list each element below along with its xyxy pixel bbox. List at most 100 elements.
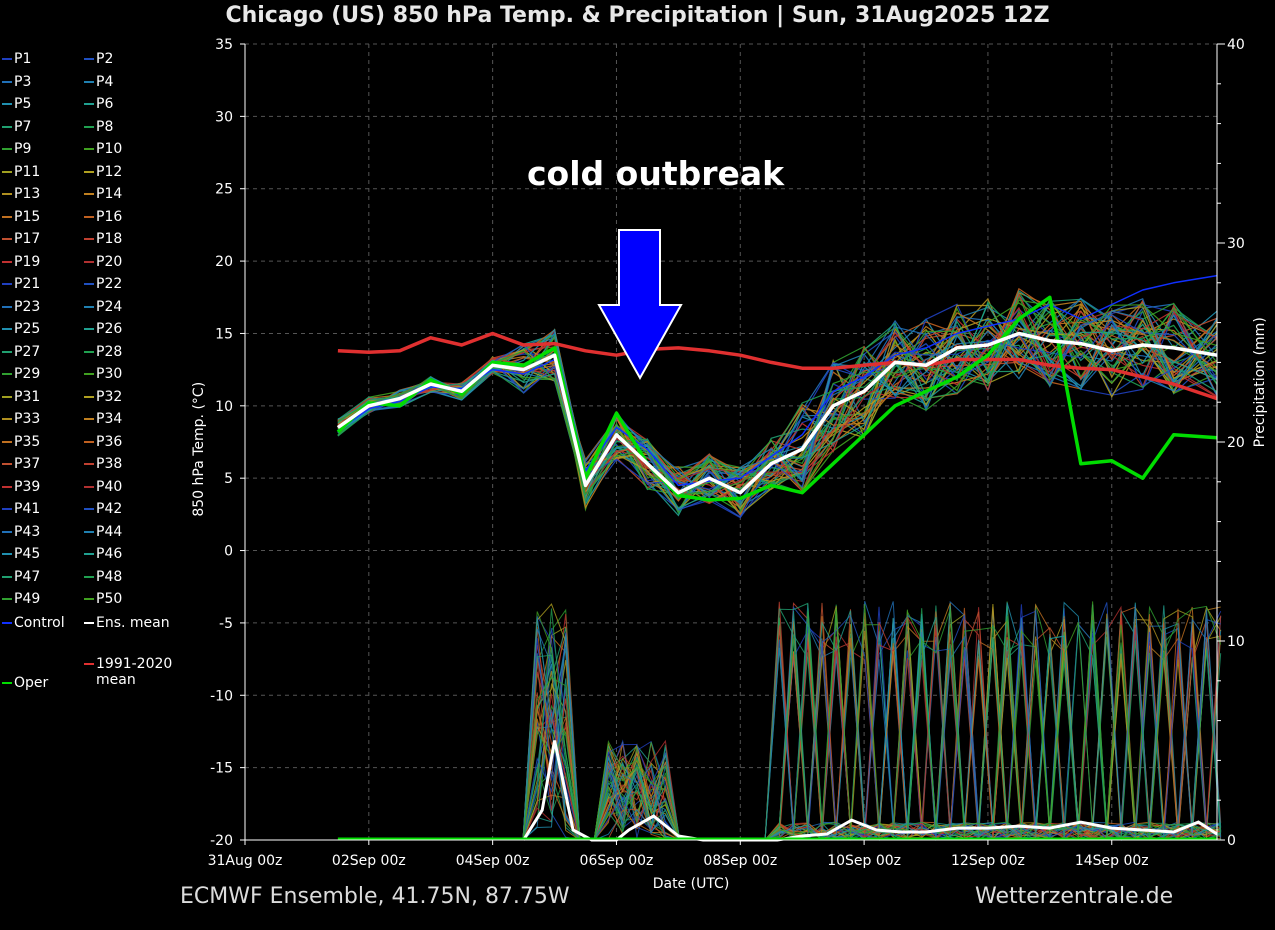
ens-mean-line <box>336 331 1218 495</box>
legend-swatch <box>84 373 94 375</box>
x-tick-label: 10Sep 00z <box>827 853 901 869</box>
y2-tick-label: 10 <box>1227 634 1245 650</box>
y-tick-label: 20 <box>215 254 233 270</box>
legend-swatch <box>84 193 94 195</box>
legend-swatch <box>2 328 12 330</box>
legend-label: P38 <box>96 456 123 472</box>
legend-label: P36 <box>96 433 123 450</box>
climatology-line <box>337 331 1218 401</box>
legend-label: P33 <box>14 411 41 427</box>
legend-swatch <box>84 170 94 173</box>
legend-label: P5 <box>14 96 32 112</box>
x-tick-label: 06Sep 00z <box>580 853 654 869</box>
y2-tick-label: 0 <box>1227 833 1236 849</box>
legend-swatch <box>2 575 12 578</box>
legend-item-p43: P43 <box>2 524 40 540</box>
legend-label: P41 <box>14 501 41 517</box>
legend-item-p13: P13 <box>2 186 40 202</box>
legend-label: P46 <box>96 546 123 562</box>
legend-label: P44 <box>96 523 123 540</box>
legend-item-p24: P24 <box>84 299 122 315</box>
legend-swatch <box>2 463 12 465</box>
legend-label: P50 <box>96 591 123 607</box>
precip-member-line <box>337 602 1222 841</box>
precip-member-line <box>337 624 1222 841</box>
legend-swatch <box>84 575 94 578</box>
legend-climatology-line2: mean <box>96 672 136 688</box>
x-axis-label: Date (UTC) <box>653 876 730 892</box>
legend-item-p34: P34 <box>84 411 122 427</box>
legend-label: P6 <box>96 96 114 112</box>
legend-swatch <box>2 238 12 240</box>
legend-item-p14: P14 <box>84 186 122 202</box>
y-tick-label: -10 <box>210 688 233 704</box>
legend-item-p17: P17 <box>2 231 40 247</box>
chart-title: Chicago (US) 850 hPa Temp. & Precipitati… <box>225 3 1050 28</box>
legend-swatch <box>84 663 94 665</box>
legend-label: P47 <box>14 568 41 585</box>
legend-item-p4: P4 <box>84 74 113 90</box>
legend-swatch <box>2 125 12 128</box>
legend-item-p36: P36 <box>84 434 122 450</box>
legend-item-p21: P21 <box>2 276 40 292</box>
legend-item-p19: P19 <box>2 254 40 270</box>
legend-swatch <box>2 373 12 375</box>
legend-label: P49 <box>14 591 41 607</box>
x-tick-label: 08Sep 00z <box>703 853 777 869</box>
precip-member-line <box>337 601 1221 841</box>
y-tick-label: 35 <box>215 37 233 53</box>
precip-member-line <box>337 601 1221 841</box>
legend-item-p1: P1 <box>2 51 31 67</box>
legend-item-p10: P10 <box>84 141 122 157</box>
ensemble-members <box>337 287 1218 519</box>
legend-label: P25 <box>14 321 41 337</box>
legend-swatch <box>84 283 94 285</box>
precip-member-line <box>337 601 1221 841</box>
legend-label: P37 <box>14 456 41 472</box>
precip-member-line <box>337 602 1222 841</box>
legend-label: P17 <box>14 231 41 247</box>
legend-label: P32 <box>96 388 123 405</box>
legend-swatch <box>84 418 94 420</box>
legend-item-p11: P11 <box>2 164 40 180</box>
legend-label: P48 <box>96 568 123 585</box>
y2-tick-label: 40 <box>1227 37 1245 53</box>
legend-item-p44: P44 <box>84 524 122 540</box>
legend-label: P35 <box>14 433 41 450</box>
legend-item-p20: P20 <box>84 254 122 270</box>
legend-label: P39 <box>14 478 41 495</box>
legend-swatch <box>2 682 12 684</box>
legend-label: P22 <box>96 276 123 292</box>
legend-swatch <box>2 598 12 600</box>
legend-label: P1 <box>14 51 32 67</box>
legend-swatch <box>2 193 12 195</box>
legend-swatch <box>2 305 12 308</box>
legend-item-oper: Oper <box>2 675 48 691</box>
legend-item-p39: P39 <box>2 479 40 495</box>
legend-label: P18 <box>96 231 123 247</box>
legend-item-control: Control <box>2 615 65 631</box>
legend-item-p45: P45 <box>2 546 40 562</box>
legend-swatch <box>2 418 12 420</box>
legend-item-p27: P27 <box>2 344 40 360</box>
x-tick-label: 04Sep 00z <box>456 853 530 869</box>
legend-swatch <box>2 58 12 60</box>
precip-member-line <box>337 600 1222 841</box>
y-tick-label: 25 <box>215 182 233 198</box>
legend-item-p38: P38 <box>84 456 122 472</box>
legend-label: 1991-2020 <box>96 656 173 672</box>
y-tick-label: -15 <box>210 761 233 777</box>
x-tick-label: 14Sep 00z <box>1075 853 1149 869</box>
legend-item-p31: P31 <box>2 389 40 405</box>
legend-swatch <box>84 328 94 330</box>
legend-label: P27 <box>14 343 41 360</box>
x-tick-label: 02Sep 00z <box>332 853 406 869</box>
legend-swatch <box>2 508 12 510</box>
down-arrow-icon <box>597 229 683 381</box>
legend-item-p41: P41 <box>2 501 40 517</box>
legend-swatch <box>84 148 94 150</box>
legend-item-p37: P37 <box>2 456 40 472</box>
legend-label: P13 <box>14 186 41 202</box>
legend-label: P26 <box>96 321 123 337</box>
y-tick-label: 30 <box>215 109 233 125</box>
